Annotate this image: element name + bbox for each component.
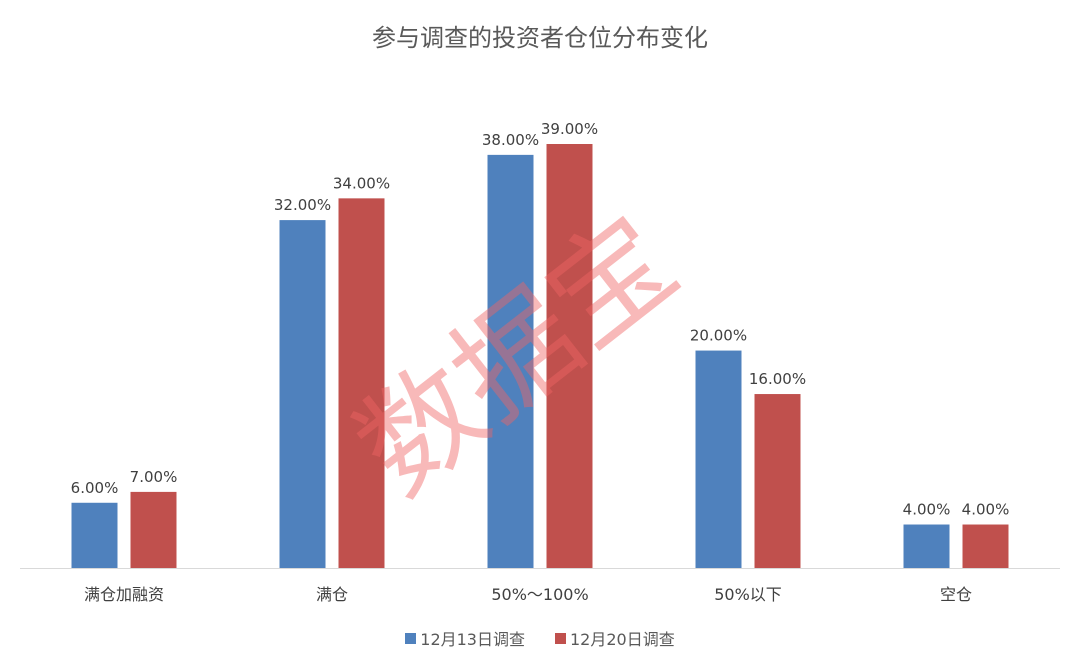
bar-series-2-1 <box>338 198 385 568</box>
legend-label-series-2: 12月20日调查 <box>570 630 675 649</box>
data-label-series-1-2: 38.00% <box>482 131 539 149</box>
data-label-series-2-3: 16.00% <box>749 370 806 388</box>
legend-swatch-series-2 <box>555 632 566 644</box>
data-label-series-2-4: 4.00% <box>962 501 1010 519</box>
bar-series-1-2 <box>487 154 534 568</box>
legend-label-series-1: 12月13日调查 <box>420 630 525 649</box>
data-label-series-1-3: 20.00% <box>690 327 747 345</box>
data-label-series-1-4: 4.00% <box>903 501 951 519</box>
bar-series-2-4 <box>962 524 1009 568</box>
data-label-series-1-1: 32.00% <box>274 196 331 214</box>
data-label-series-2-2: 39.00% <box>541 120 598 138</box>
legend-swatch-series-1 <box>405 632 417 644</box>
x-tick-label-0: 满仓加融资 <box>84 585 164 604</box>
legend: 12月13日调查 12月20日调查 <box>0 626 1080 650</box>
x-tick-label-1: 满仓 <box>316 585 348 604</box>
legend-item-series-1: 12月13日调查 <box>405 626 525 650</box>
data-label-series-2-0: 7.00% <box>130 468 178 486</box>
data-label-series-1-0: 6.00% <box>71 479 119 497</box>
data-label-series-2-1: 34.00% <box>333 174 390 192</box>
bar-series-1-0 <box>71 502 118 568</box>
x-tick-label-4: 空仓 <box>940 585 972 604</box>
bar-series-1-3 <box>695 350 742 568</box>
bar-series-2-3 <box>754 394 801 568</box>
bar-series-1-4 <box>903 524 950 568</box>
x-tick-label-3: 50%以下 <box>714 585 782 604</box>
bar-series-2-2 <box>546 144 593 568</box>
bar-series-1-1 <box>279 220 326 568</box>
legend-item-series-2: 12月20日调查 <box>555 626 675 650</box>
x-tick-label-2: 50%～100% <box>491 585 588 604</box>
bar-series-2-0 <box>130 491 177 568</box>
chart-title: 参与调查的投资者仓位分布变化 <box>372 24 708 52</box>
